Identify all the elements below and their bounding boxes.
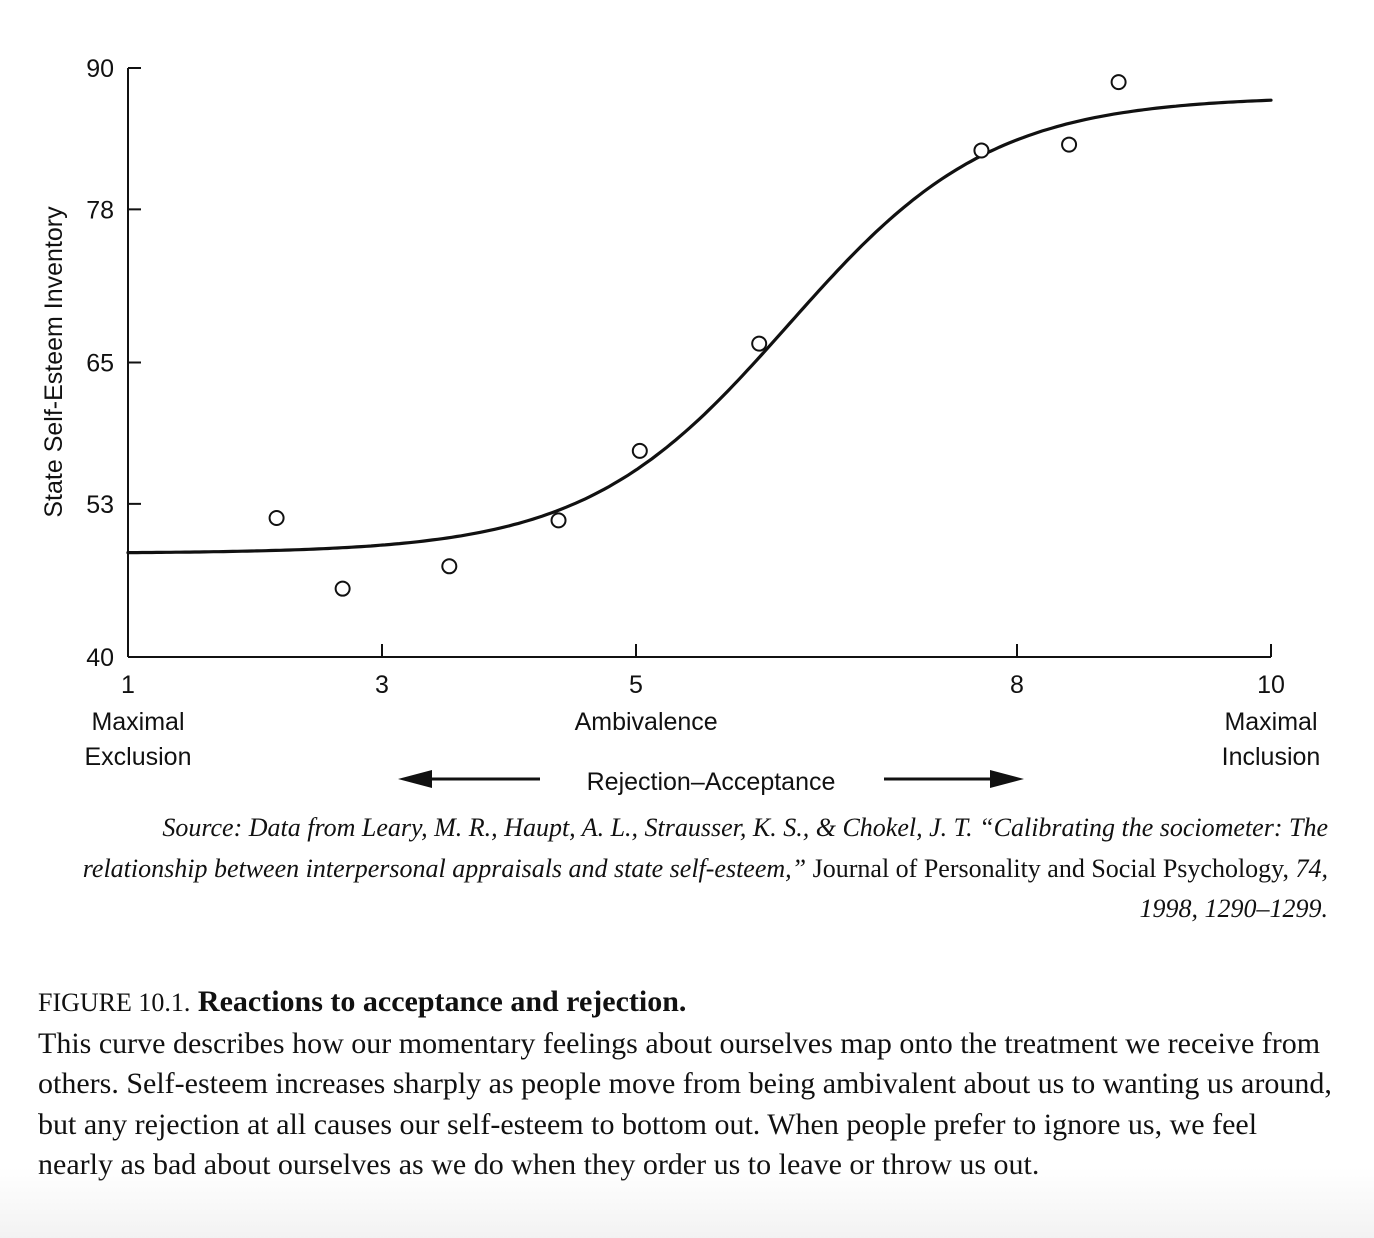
y-tick-label: 78 bbox=[86, 196, 114, 224]
left-arrowhead bbox=[398, 770, 432, 788]
right-arrowhead bbox=[990, 770, 1024, 788]
category-label: Exclusion bbox=[85, 743, 192, 771]
category-labels: Maximal Exclusion Ambivalence Maximal Inclus… bbox=[85, 708, 1321, 771]
chart: 40 53 65 78 90 1 3 5 8 10 Maximal Exclusion Ambiva… bbox=[40, 55, 1321, 796]
y-tick-label: 40 bbox=[86, 644, 114, 672]
category-label: Maximal bbox=[91, 708, 184, 736]
y-tick-label: 53 bbox=[86, 491, 114, 519]
y-axis-label: State Self-Esteem Inventory bbox=[40, 206, 68, 518]
figure-title: Reactions to acceptance and rejection. bbox=[197, 985, 687, 1018]
category-label: Inclusion bbox=[1222, 743, 1321, 771]
fit-curve bbox=[126, 98, 1273, 555]
source-volume-pages: 74, 1998, 1290–1299. bbox=[1139, 853, 1329, 924]
source-citation-part1: Source: Data from Leary, M. R., Haupt, A… bbox=[82, 813, 1328, 883]
x-tick-label: 10 bbox=[1257, 671, 1285, 699]
data-point bbox=[1110, 74, 1127, 91]
figure-caption: FIGURE 10.1. Reactions to acceptance and… bbox=[38, 982, 1338, 1186]
chart-axes bbox=[127, 68, 1271, 658]
data-point bbox=[1061, 136, 1078, 153]
y-tick-label: 90 bbox=[86, 55, 114, 83]
data-point bbox=[631, 442, 648, 459]
x-tick-label: 5 bbox=[629, 671, 643, 699]
x-ticks: 1 3 5 8 10 bbox=[121, 644, 1285, 699]
data-point bbox=[550, 512, 567, 529]
data-point bbox=[751, 335, 768, 352]
data-point bbox=[973, 142, 990, 159]
x-tick-label: 3 bbox=[375, 671, 389, 699]
figure-body: This curve describes how our momentary f… bbox=[38, 1026, 1332, 1182]
data-points bbox=[268, 74, 1127, 597]
x-axis-label: Rejection–Acceptance bbox=[587, 768, 836, 796]
data-point bbox=[334, 580, 351, 597]
y-ticks: 40 53 65 78 90 bbox=[86, 55, 141, 672]
data-point bbox=[268, 509, 285, 526]
x-tick-label: 8 bbox=[1010, 671, 1024, 699]
source-journal: Journal of Personality and Social Psycho… bbox=[812, 853, 1289, 883]
y-tick-label: 65 bbox=[86, 350, 114, 378]
x-tick-label: 1 bbox=[121, 671, 135, 699]
figure-number: FIGURE 10.1. bbox=[38, 988, 191, 1017]
category-label: Maximal bbox=[1224, 708, 1317, 736]
data-point bbox=[441, 558, 458, 575]
x-axis-label-group: Rejection–Acceptance bbox=[398, 768, 1024, 796]
category-label: Ambivalence bbox=[575, 708, 718, 736]
source-citation: Source: Data from Leary, M. R., Haupt, A… bbox=[38, 808, 1328, 930]
